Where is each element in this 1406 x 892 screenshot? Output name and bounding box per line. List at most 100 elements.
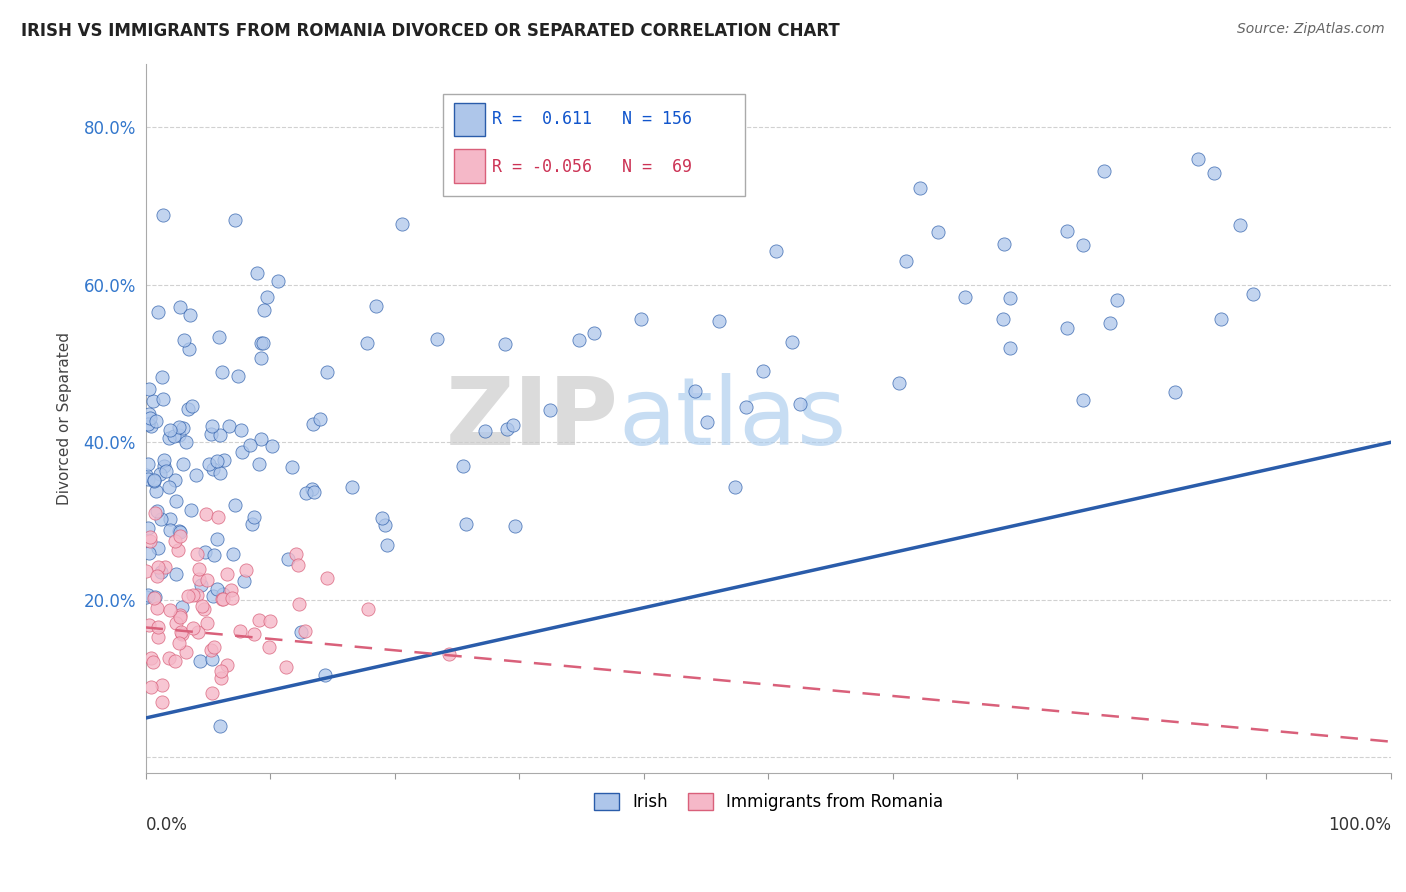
Point — [155, 559, 177, 574]
Point — [152, 208, 174, 222]
Point — [1105, 293, 1128, 308]
Point — [207, 510, 229, 524]
Point — [136, 588, 159, 602]
Point — [172, 600, 194, 615]
Point — [165, 533, 187, 548]
Point — [451, 458, 474, 473]
Point — [143, 473, 166, 487]
Point — [142, 394, 165, 409]
Point — [309, 412, 332, 426]
Point — [169, 529, 191, 543]
Point — [1229, 218, 1251, 232]
Point — [201, 418, 224, 433]
Point — [143, 506, 166, 520]
Point — [274, 659, 297, 673]
Point — [146, 630, 169, 644]
Point — [1071, 392, 1094, 407]
Point — [316, 571, 339, 585]
Point — [301, 417, 323, 432]
Point — [163, 429, 186, 443]
Point — [247, 613, 270, 627]
Text: 100.0%: 100.0% — [1329, 816, 1391, 834]
Point — [159, 523, 181, 537]
Point — [166, 542, 188, 557]
Point — [136, 457, 159, 471]
Point — [179, 342, 201, 356]
Legend: Irish, Immigrants from Romania: Irish, Immigrants from Romania — [586, 787, 949, 818]
Point — [198, 458, 221, 472]
Point — [221, 547, 243, 561]
Point — [181, 621, 204, 635]
Point — [301, 482, 323, 496]
Point — [474, 425, 496, 439]
Text: Source: ZipAtlas.com: Source: ZipAtlas.com — [1237, 22, 1385, 37]
Point — [150, 678, 173, 692]
Point — [366, 299, 388, 313]
Point — [139, 419, 162, 434]
Point — [371, 511, 394, 525]
Point — [149, 467, 172, 481]
Point — [138, 618, 160, 632]
Point — [152, 392, 174, 406]
Point — [239, 438, 262, 452]
Point — [314, 668, 336, 682]
Point — [887, 376, 910, 390]
Point — [495, 422, 517, 436]
Text: ZIP: ZIP — [446, 373, 619, 465]
Point — [146, 541, 169, 555]
Point — [218, 419, 240, 434]
Point — [169, 636, 191, 650]
Point — [1092, 164, 1115, 178]
Point — [232, 574, 254, 589]
Point — [157, 480, 180, 494]
Point — [426, 332, 449, 346]
Point — [139, 533, 162, 548]
Point — [200, 643, 222, 657]
Point — [146, 601, 169, 615]
Point — [170, 627, 193, 641]
Point — [179, 308, 201, 322]
Point — [155, 464, 177, 478]
Point — [186, 547, 208, 561]
Point — [246, 266, 269, 280]
Point — [165, 615, 187, 630]
Point — [229, 423, 252, 437]
Point — [135, 564, 157, 578]
Point — [202, 589, 225, 603]
Point — [1056, 224, 1078, 238]
Point — [172, 421, 194, 435]
Point — [502, 417, 524, 432]
Point — [188, 572, 211, 586]
Point — [253, 302, 276, 317]
Point — [277, 552, 299, 566]
Point — [202, 462, 225, 476]
Point — [152, 459, 174, 474]
Point — [200, 427, 222, 442]
Point — [186, 588, 208, 602]
Point — [181, 588, 204, 602]
Point — [173, 333, 195, 347]
Point — [174, 434, 197, 449]
Point — [135, 591, 157, 605]
Point — [240, 516, 263, 531]
Point — [138, 417, 160, 431]
Point — [159, 423, 181, 437]
Point — [166, 494, 188, 508]
Point — [927, 225, 949, 239]
Point — [250, 351, 273, 365]
Point — [247, 457, 270, 471]
Point — [208, 719, 231, 733]
Point — [219, 582, 242, 597]
Point — [1241, 287, 1264, 301]
Point — [150, 695, 173, 709]
Point — [208, 428, 231, 442]
Point — [494, 336, 516, 351]
Point — [202, 548, 225, 562]
Point — [202, 640, 225, 654]
Point — [136, 521, 159, 535]
Point — [231, 444, 253, 458]
Point — [302, 485, 325, 500]
Point — [259, 614, 281, 628]
Point — [249, 432, 271, 446]
Point — [163, 473, 186, 487]
